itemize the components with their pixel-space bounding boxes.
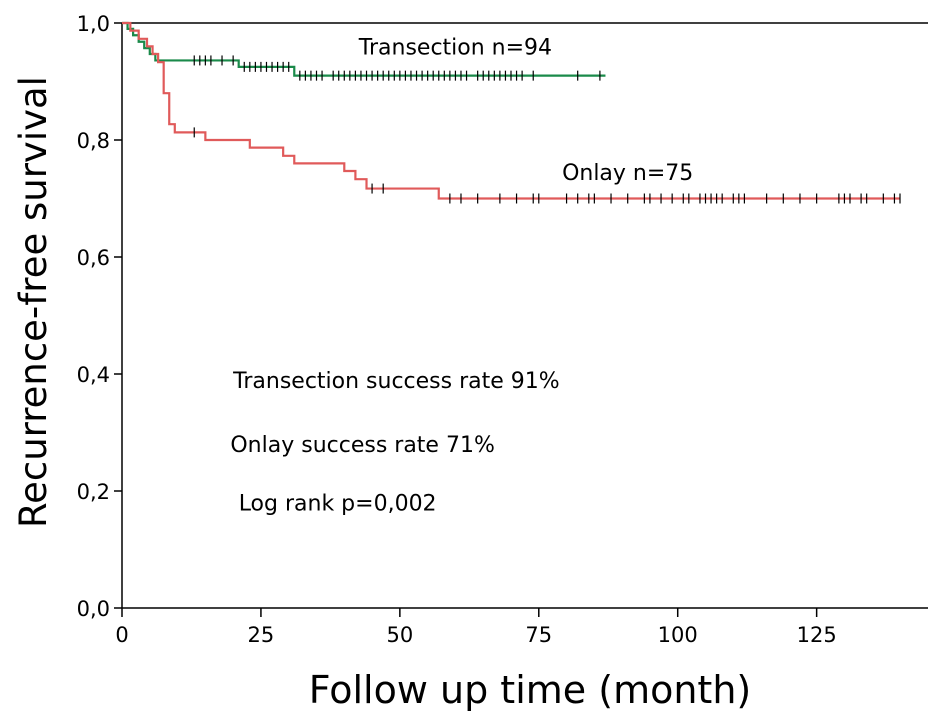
y-tick-label: 1,0 [77, 12, 110, 36]
survival-curve [122, 21, 900, 200]
series-label: Transection n=94 [358, 35, 552, 60]
series-layer [122, 21, 901, 204]
y-tick-label: 0,4 [77, 363, 110, 387]
y-tick-label: 0,6 [77, 246, 110, 270]
y-axis-ticks: 0,0 0,2 0,4 0,6 0,8 1,0 [77, 12, 122, 621]
series-onlay [122, 21, 901, 204]
series-transection [122, 21, 606, 81]
x-tick-label: 25 [248, 623, 275, 647]
x-axis-ticks: 0 25 50 75 100 125 [115, 608, 837, 647]
x-tick-label: 50 [386, 623, 413, 647]
annotation-text: Onlay success rate 71% [230, 433, 495, 458]
x-tick-label: 100 [658, 623, 698, 647]
annotation-text: Transection success rate 91% [232, 369, 560, 394]
axes [121, 22, 928, 609]
x-tick-label: 0 [115, 623, 128, 647]
x-tick-label: 125 [797, 623, 837, 647]
x-axis-title: Follow up time (month) [309, 668, 751, 712]
series-label: Onlay n=75 [562, 161, 693, 186]
y-axis-title: Recurrence-free survival [12, 76, 55, 528]
x-tick-label: 75 [525, 623, 552, 647]
y-tick-label: 0,2 [77, 480, 110, 504]
y-tick-label: 0,8 [77, 129, 110, 153]
series-labels: Transection n=94 Onlay n=75 [358, 35, 694, 186]
annotation-text: Log rank p=0,002 [239, 492, 437, 517]
survival-curve [122, 21, 606, 77]
y-tick-label: 0,0 [77, 597, 110, 621]
annotations: Transection success rate 91% Onlay succes… [230, 369, 559, 517]
